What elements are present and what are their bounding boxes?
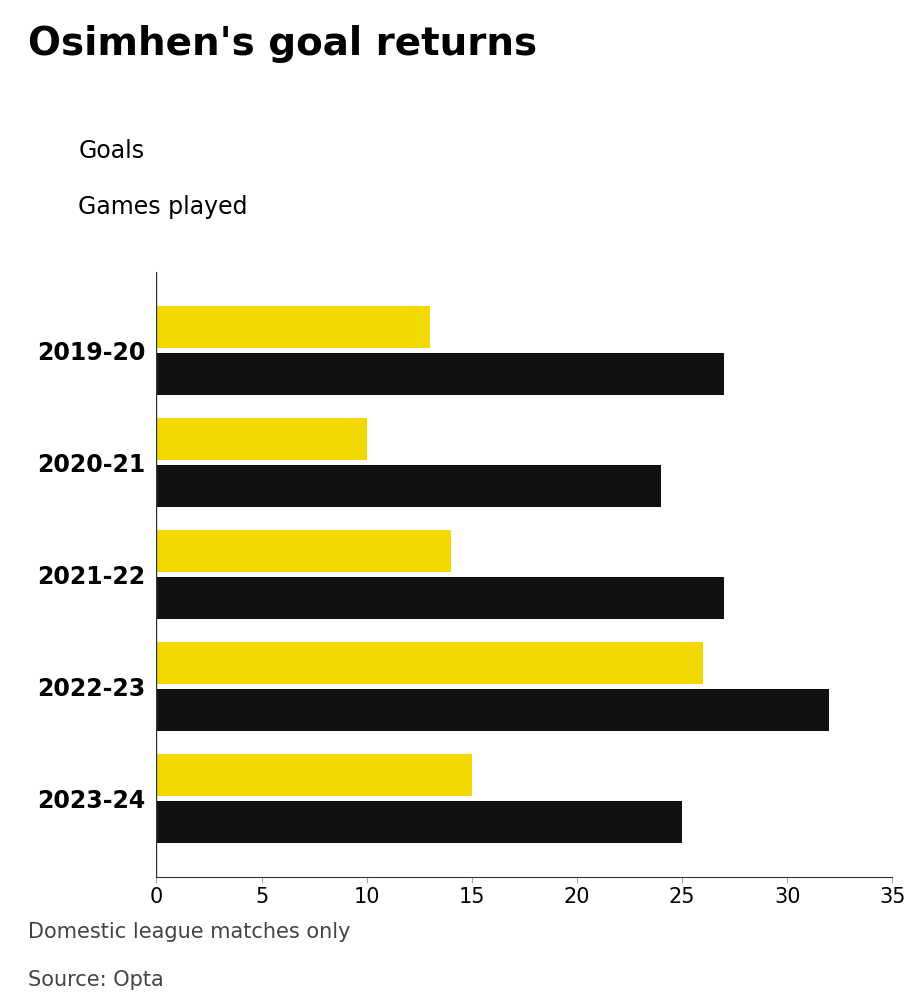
Bar (156, 688, 828, 732)
Bar (156, 642, 702, 684)
Bar (156, 754, 471, 796)
Text: Games played: Games played (78, 195, 247, 219)
Bar (156, 530, 450, 573)
Bar (156, 465, 661, 507)
Text: BBC: BBC (812, 970, 856, 988)
Bar (156, 417, 367, 461)
Text: Domestic league matches only: Domestic league matches only (28, 922, 350, 942)
Bar (156, 577, 723, 619)
Text: Osimhen's goal returns: Osimhen's goal returns (28, 25, 536, 64)
Text: Goals: Goals (78, 139, 144, 163)
Bar (156, 353, 723, 395)
Bar (156, 800, 681, 844)
Bar (156, 305, 429, 349)
Text: Source: Opta: Source: Opta (28, 970, 164, 990)
